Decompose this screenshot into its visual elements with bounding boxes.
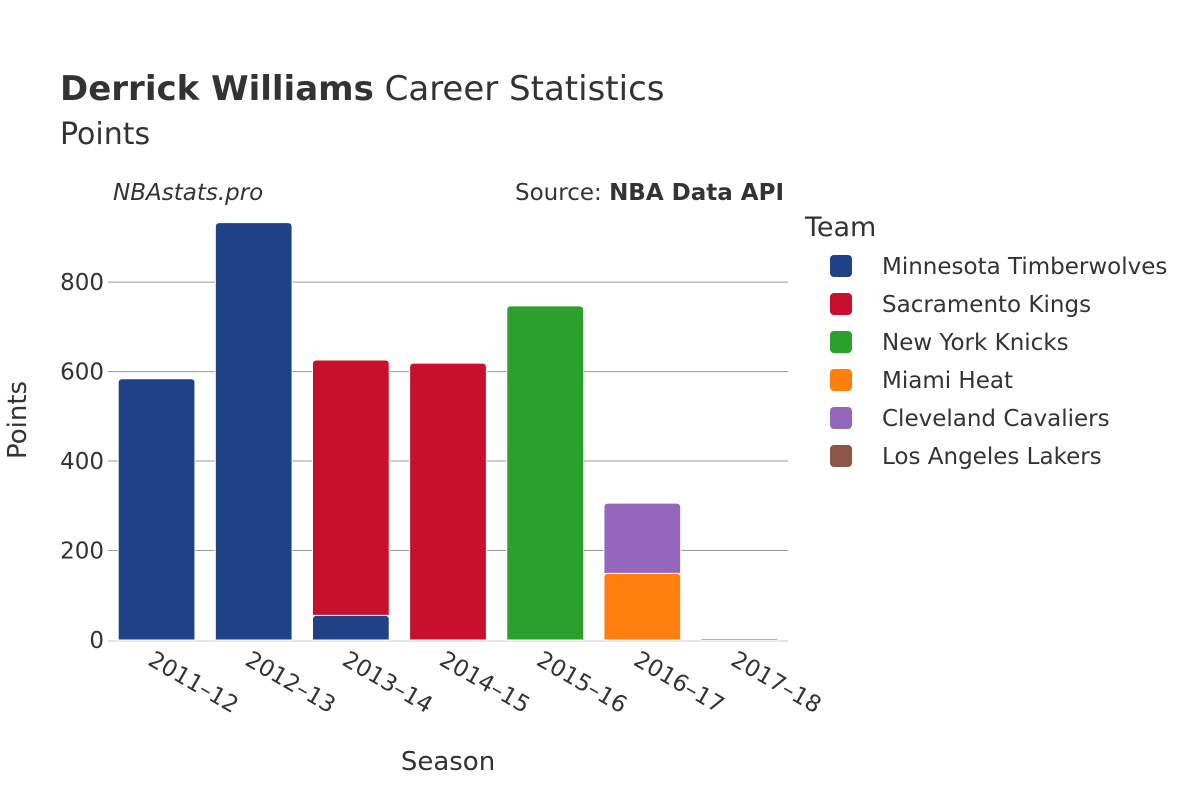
bar-minnesota-timberwolves-0 <box>117 378 196 641</box>
chart-title: Derrick Williams Career Statistics <box>60 69 664 109</box>
legend-swatch <box>830 369 852 391</box>
legend-swatch <box>830 255 852 277</box>
y-axis-title: Points <box>3 381 33 459</box>
legend-swatch <box>830 445 852 467</box>
legend-swatch <box>830 407 852 429</box>
legend-label: Cleveland Cavaliers <box>882 406 1110 432</box>
bar-miami-heat-5 <box>603 572 682 641</box>
legend-swatch <box>830 331 852 353</box>
legend-label: Miami Heat <box>882 368 1013 394</box>
x-tick-label: 2014–15 <box>435 647 534 719</box>
legend-label: New York Knicks <box>882 330 1069 356</box>
chart-subtitle: Points <box>60 117 150 152</box>
bar-new-york-knicks-4 <box>506 305 585 641</box>
legend-title: Team <box>804 212 876 243</box>
bar-minnesota-timberwolves-2 <box>311 614 390 641</box>
chart-title-rest: Career Statistics <box>374 69 665 109</box>
x-tick-label: 2017–18 <box>726 647 825 719</box>
x-tick-label: 2015–16 <box>532 647 631 719</box>
y-tick-label: 200 <box>60 539 104 565</box>
x-tick-label: 2011–12 <box>144 647 243 719</box>
x-tick-label: 2016–17 <box>629 647 728 719</box>
source-name: NBA Data API <box>609 180 784 206</box>
source-prefix: Source: <box>515 180 609 206</box>
chart-title-bold: Derrick Williams <box>60 69 374 109</box>
x-tick-labels: 2011–122012–132013–142014–152015–162016–… <box>144 647 826 719</box>
x-axis-title: Season <box>401 747 495 777</box>
watermark: NBAstats.pro <box>113 180 263 206</box>
bar-los-angeles-lakers-6 <box>700 638 779 641</box>
bars <box>117 222 779 641</box>
source-label: Source: NBA Data API <box>515 180 784 206</box>
x-tick-label: 2012–13 <box>241 647 340 719</box>
legend-swatch <box>830 293 852 315</box>
y-tick-label: 400 <box>60 449 104 475</box>
legend-label: Los Angeles Lakers <box>882 444 1102 470</box>
bar-cleveland-cavaliers-5 <box>603 502 682 574</box>
y-tick-label: 800 <box>60 270 104 296</box>
legend-label: Minnesota Timberwolves <box>882 254 1167 280</box>
legend: Minnesota Timberwolves Sacramento Kings Ne… <box>830 254 1167 470</box>
bar-sacramento-kings-3 <box>409 362 487 641</box>
y-tick-labels: 0 200 400 600 800 <box>60 270 104 654</box>
legend-label: Sacramento Kings <box>882 292 1091 318</box>
y-tick-label: 600 <box>60 360 104 386</box>
bar-sacramento-kings-2 <box>311 359 390 616</box>
y-tick-label: 0 <box>89 628 104 654</box>
bar-minnesota-timberwolves-1 <box>214 222 293 641</box>
x-tick-label: 2013–14 <box>338 647 437 719</box>
